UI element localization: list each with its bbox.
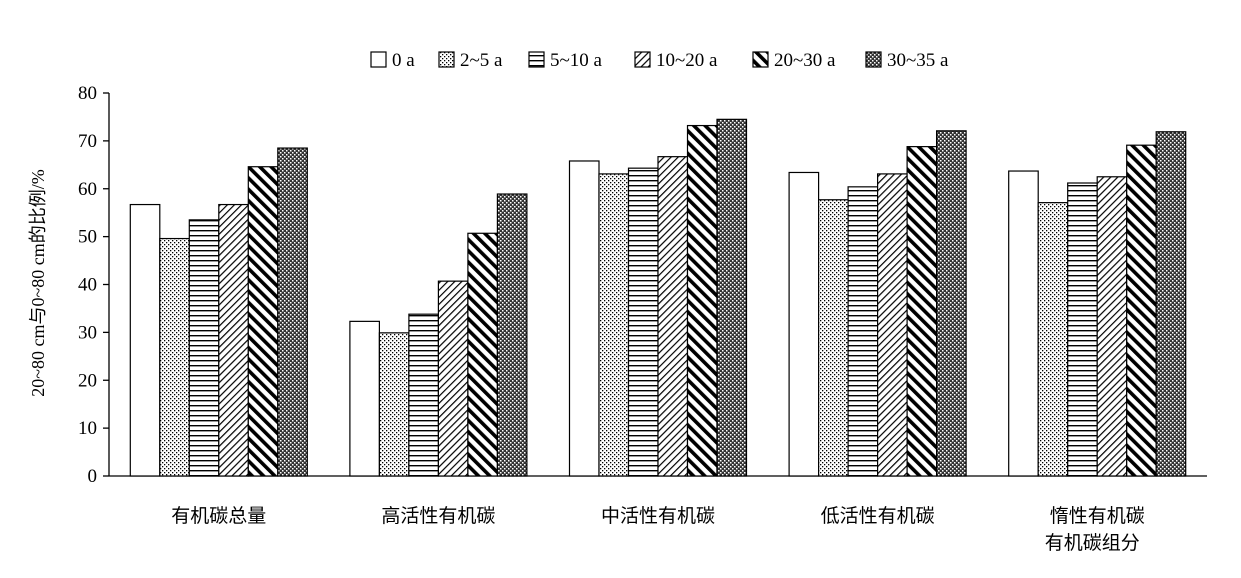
bar [349,320,380,477]
y-tick-label: 60 [78,179,97,200]
bar [159,237,190,477]
bar [847,186,879,477]
category-label: 惰性有机碳 [1050,505,1145,527]
bar [496,193,528,477]
bar [627,167,659,477]
legend: 0 a 2~5 a 5~10 a 10~20 a 20~30 a 30~35 a [370,50,949,71]
bar [1008,170,1039,477]
bar [788,171,820,477]
bar [408,313,439,477]
y-tick-label: 40 [78,275,97,296]
bar [188,219,220,477]
legend-label: 0 a [392,50,415,71]
bar [378,332,410,477]
bar [437,280,469,477]
y-tick-label: 80 [78,83,97,104]
y-tick-label: 50 [78,227,97,248]
y-tick-label: 0 [88,466,98,487]
bar [935,130,967,477]
legend-swatch [752,51,769,68]
bar [876,173,908,477]
bars [129,118,1187,477]
bar [1096,176,1128,477]
category-label: 高活性有机碳 [381,505,495,527]
legend-swatch [634,51,651,68]
bar [129,203,161,477]
bar [467,232,498,477]
legend-label: 20~30 a [774,50,836,71]
y-tick-label: 10 [78,418,97,439]
bar [1126,144,1157,477]
bar [817,199,849,477]
bar [657,156,689,477]
category-label: 低活性有机碳 [821,505,935,527]
bar [716,118,748,477]
y-tick-label: 30 [78,322,97,343]
y-tick-label: 70 [78,131,97,152]
legend-label: 2~5 a [460,50,503,71]
bar [1155,131,1187,477]
bar [598,173,630,477]
legend-swatch [438,51,455,68]
legend-label: 30~35 a [887,50,949,71]
legend-swatch [370,51,387,68]
bar [568,160,600,477]
legend-label: 5~10 a [550,50,603,71]
category-label: 有机碳总量 [171,505,266,527]
legend-swatch [865,51,882,68]
bar [277,147,308,477]
bar [1037,202,1069,477]
y-tick-label: 20 [78,370,97,391]
bar [1067,182,1098,477]
bar [247,166,279,477]
bar [906,146,938,477]
legend-label: 10~20 a [656,50,718,71]
category-label: 中活性有机碳 [601,505,715,527]
y-ticks: 0 10 20 30 40 50 60 70 80 [78,83,109,487]
bar [218,203,249,477]
y-axis-label: 20~80 cm与0~80 cm的比例/% [28,169,48,396]
legend-swatch [528,51,545,68]
bar [686,124,718,477]
category-note: 有机碳组分 [1045,532,1140,554]
